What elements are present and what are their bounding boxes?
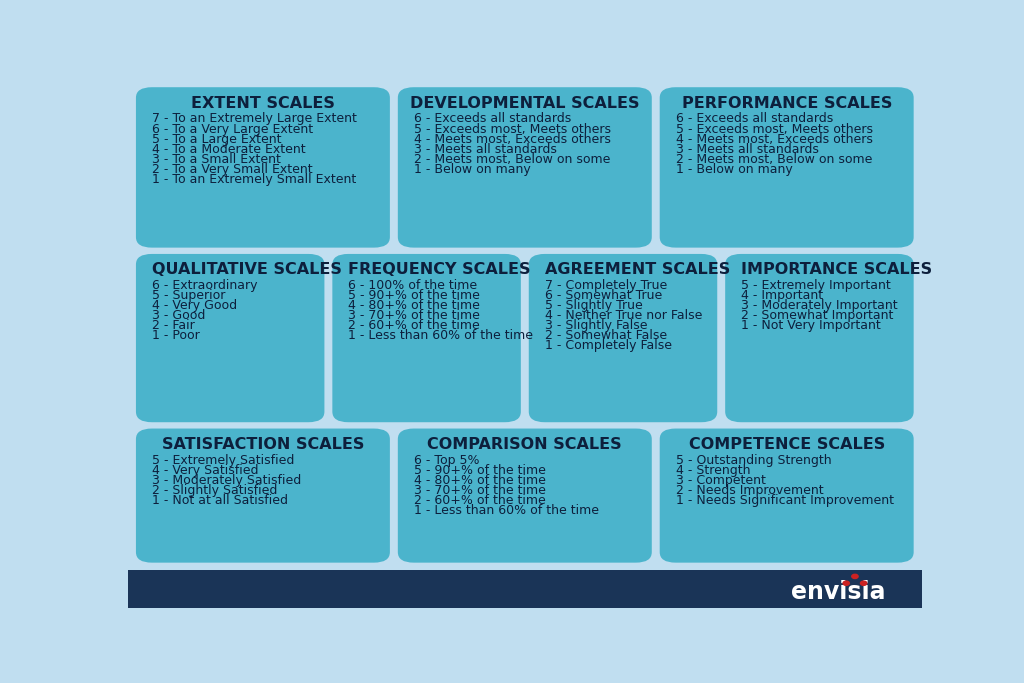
Text: 5 - To a Large Extent: 5 - To a Large Extent [152, 133, 282, 145]
FancyBboxPatch shape [659, 428, 913, 563]
Text: 2 - Slightly Satisfied: 2 - Slightly Satisfied [152, 484, 278, 497]
Text: 2 - Needs Improvement: 2 - Needs Improvement [676, 484, 823, 497]
Text: envisia: envisia [792, 580, 886, 604]
Text: 3 - Slightly False: 3 - Slightly False [545, 320, 647, 333]
Text: 1 - Below on many: 1 - Below on many [414, 163, 530, 176]
Text: 3 - Meets all standards: 3 - Meets all standards [414, 143, 557, 156]
Text: 5 - 90+% of the time: 5 - 90+% of the time [348, 289, 480, 302]
Text: 7 - Completely True: 7 - Completely True [545, 279, 667, 292]
Text: 1 - Poor: 1 - Poor [152, 329, 200, 342]
Text: 6 - Top 5%: 6 - Top 5% [414, 454, 479, 466]
Text: AGREEMENT SCALES: AGREEMENT SCALES [545, 262, 730, 277]
FancyBboxPatch shape [333, 254, 521, 422]
Text: 6 - Extraordinary: 6 - Extraordinary [152, 279, 257, 292]
FancyBboxPatch shape [136, 254, 325, 422]
Text: 2 - Fair: 2 - Fair [152, 320, 195, 333]
FancyBboxPatch shape [725, 254, 913, 422]
Bar [128, 570, 922, 608]
Text: 3 - Good: 3 - Good [152, 309, 205, 322]
Text: 5 - 90+% of the time: 5 - 90+% of the time [414, 464, 546, 477]
Text: 3 - Competent: 3 - Competent [676, 474, 766, 487]
Text: SATISFACTION SCALES: SATISFACTION SCALES [162, 437, 365, 452]
FancyBboxPatch shape [397, 87, 652, 248]
Text: QUALITATIVE SCALES: QUALITATIVE SCALES [152, 262, 342, 277]
Text: COMPETENCE SCALES: COMPETENCE SCALES [688, 437, 885, 452]
Text: 2 - To a Very Small Extent: 2 - To a Very Small Extent [152, 163, 312, 176]
Text: 3 - To a Small Extent: 3 - To a Small Extent [152, 153, 281, 166]
Text: EXTENT SCALES: EXTENT SCALES [190, 96, 335, 111]
Text: 6 - Exceeds all standards: 6 - Exceeds all standards [676, 113, 833, 126]
FancyBboxPatch shape [136, 87, 390, 248]
Text: 3 - Moderately Important: 3 - Moderately Important [741, 299, 898, 312]
Text: 5 - Extremely Important: 5 - Extremely Important [741, 279, 891, 292]
Text: 6 - To a Very Large Extent: 6 - To a Very Large Extent [152, 122, 313, 135]
FancyBboxPatch shape [136, 428, 390, 563]
Text: 2 - Meets most, Below on some: 2 - Meets most, Below on some [414, 153, 610, 166]
Text: 3 - 70+% of the time: 3 - 70+% of the time [414, 484, 546, 497]
Text: PERFORMANCE SCALES: PERFORMANCE SCALES [682, 96, 892, 111]
Text: 3 - Meets all standards: 3 - Meets all standards [676, 143, 818, 156]
Text: 4 - 80+% of the time: 4 - 80+% of the time [414, 474, 546, 487]
Text: 5 - Extremely Satisfied: 5 - Extremely Satisfied [152, 454, 294, 466]
Text: 4 - Strength: 4 - Strength [676, 464, 751, 477]
Circle shape [843, 581, 849, 585]
Text: 1 - Not Very Important: 1 - Not Very Important [741, 320, 881, 333]
Text: 4 - Very Good: 4 - Very Good [152, 299, 237, 312]
Text: 6 - Exceeds all standards: 6 - Exceeds all standards [414, 113, 571, 126]
Text: COMPARISON SCALES: COMPARISON SCALES [427, 437, 623, 452]
Text: 2 - 60+% of the time: 2 - 60+% of the time [414, 494, 546, 507]
Text: 2 - Somewhat False: 2 - Somewhat False [545, 329, 667, 342]
Text: 1 - Less than 60% of the time: 1 - Less than 60% of the time [414, 504, 599, 517]
Text: 1 - Completely False: 1 - Completely False [545, 339, 672, 352]
Text: 5 - Outstanding Strength: 5 - Outstanding Strength [676, 454, 831, 466]
Text: 4 - Very Satisfied: 4 - Very Satisfied [152, 464, 258, 477]
Circle shape [860, 581, 867, 585]
Text: 5 - Exceeds most, Meets others: 5 - Exceeds most, Meets others [676, 122, 872, 135]
Text: DEVELOPMENTAL SCALES: DEVELOPMENTAL SCALES [410, 96, 640, 111]
Text: 1 - Needs Significant Improvement: 1 - Needs Significant Improvement [676, 494, 894, 507]
Text: 1 - To an Extremely Small Extent: 1 - To an Extremely Small Extent [152, 173, 356, 186]
Text: 2 - Somewhat Important: 2 - Somewhat Important [741, 309, 893, 322]
Text: 1 - Not at all Satisfied: 1 - Not at all Satisfied [152, 494, 288, 507]
FancyBboxPatch shape [528, 254, 717, 422]
Text: 6 - 100% of the time: 6 - 100% of the time [348, 279, 477, 292]
Text: 3 - Moderately Satisfied: 3 - Moderately Satisfied [152, 474, 301, 487]
Text: 5 - Slightly True: 5 - Slightly True [545, 299, 642, 312]
Text: 1 - Less than 60% of the time: 1 - Less than 60% of the time [348, 329, 534, 342]
Text: 2 - Meets most, Below on some: 2 - Meets most, Below on some [676, 153, 872, 166]
Text: IMPORTANCE SCALES: IMPORTANCE SCALES [741, 262, 932, 277]
Text: 1 - Below on many: 1 - Below on many [676, 163, 793, 176]
FancyBboxPatch shape [659, 87, 913, 248]
Text: 4 - Neither True nor False: 4 - Neither True nor False [545, 309, 702, 322]
Circle shape [852, 574, 858, 579]
Text: 4 - Important: 4 - Important [741, 289, 823, 302]
Text: 5 - Exceeds most, Meets others: 5 - Exceeds most, Meets others [414, 122, 610, 135]
Text: 4 - To a Moderate Extent: 4 - To a Moderate Extent [152, 143, 305, 156]
Text: 4 - 80+% of the time: 4 - 80+% of the time [348, 299, 480, 312]
Text: 6 - Somewhat True: 6 - Somewhat True [545, 289, 662, 302]
Text: 4 - Meets most, Exceeds others: 4 - Meets most, Exceeds others [414, 133, 610, 145]
Text: 3 - 70+% of the time: 3 - 70+% of the time [348, 309, 480, 322]
Text: 7 - To an Extremely Large Extent: 7 - To an Extremely Large Extent [152, 113, 356, 126]
FancyBboxPatch shape [397, 428, 652, 563]
Text: FREQUENCY SCALES: FREQUENCY SCALES [348, 262, 530, 277]
Text: 4 - Meets most, Exceeds others: 4 - Meets most, Exceeds others [676, 133, 872, 145]
Text: 5 - Superior: 5 - Superior [152, 289, 225, 302]
Text: 2 - 60+% of the time: 2 - 60+% of the time [348, 320, 480, 333]
